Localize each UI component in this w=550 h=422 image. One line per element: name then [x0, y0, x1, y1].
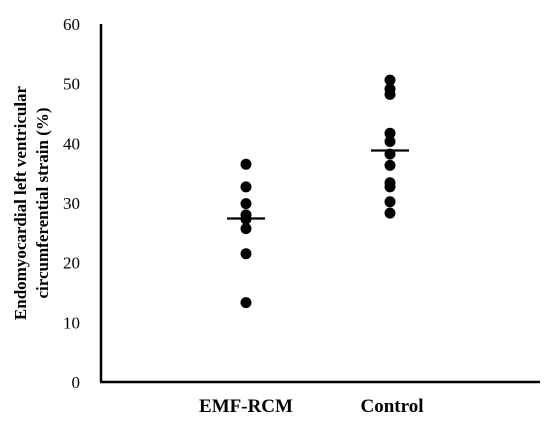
- y-tick-label: 0: [72, 373, 81, 392]
- y-tick-label: 30: [63, 194, 80, 213]
- data-point: [384, 127, 396, 139]
- data-point: [384, 88, 396, 100]
- data-point: [384, 74, 396, 86]
- data-point: [240, 248, 252, 260]
- y-tick-label: 10: [63, 313, 80, 332]
- data-point: [240, 297, 252, 309]
- x-category-label: EMF-RCM: [199, 396, 293, 417]
- y-tick-label: 60: [63, 15, 80, 34]
- y-tick-label: 50: [63, 75, 80, 94]
- data-point: [240, 198, 252, 210]
- x-category-labels: EMF-RCM Control: [199, 396, 423, 417]
- data-point: [384, 181, 396, 193]
- y-axis-title-line-2: circumferential strain (%): [33, 107, 52, 298]
- y-tick-labels: 0 10 20 30 40 50 60: [63, 15, 80, 392]
- data-point: [240, 223, 252, 235]
- data-point: [384, 159, 396, 171]
- data-point: [384, 136, 396, 148]
- y-tick-label: 20: [63, 254, 80, 273]
- data-point: [240, 158, 252, 170]
- x-category-label: Control: [361, 396, 424, 417]
- y-tick-label: 40: [63, 134, 80, 153]
- data-point: [384, 196, 396, 208]
- y-axis-title-line-1: Endomyocardial left ventricular: [11, 85, 30, 320]
- data-points: [240, 74, 396, 309]
- median-lines: [227, 149, 409, 220]
- data-point: [240, 181, 252, 193]
- y-axis-title: Endomyocardial left ventricular circumfe…: [11, 85, 52, 320]
- data-point: [384, 207, 396, 219]
